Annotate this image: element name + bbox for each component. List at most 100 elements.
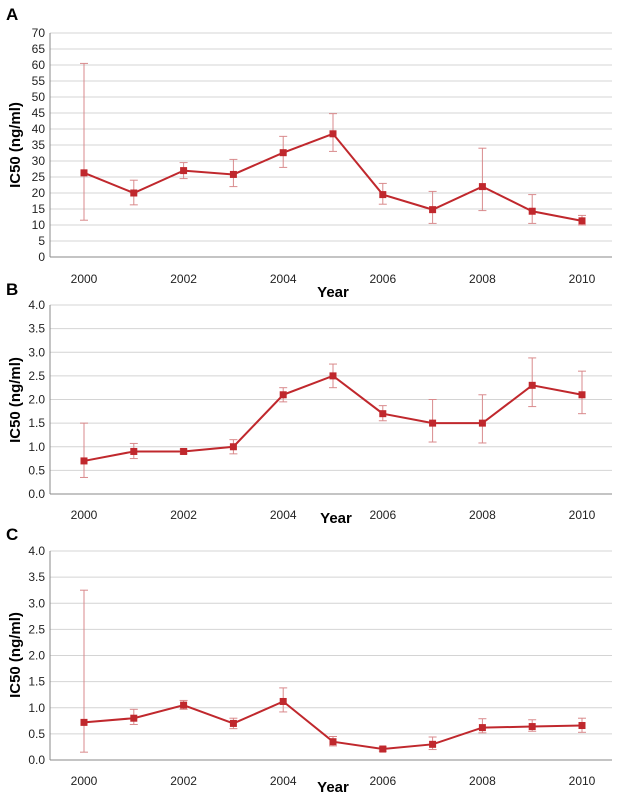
y-tick-label: 1.5 (28, 675, 45, 689)
data-point (329, 738, 337, 746)
data-point (578, 722, 586, 730)
panel-label: A (6, 5, 18, 24)
y-tick-label: 50 (32, 90, 46, 104)
x-tick-label: 2008 (469, 508, 496, 522)
data-point (80, 718, 88, 726)
y-tick-label: 1.0 (28, 701, 45, 715)
y-tick-label: 0.0 (28, 487, 45, 501)
x-tick-label: 2010 (569, 774, 596, 788)
y-tick-label: 2.5 (28, 369, 45, 383)
data-point (329, 372, 337, 380)
y-tick-label: 20 (32, 186, 46, 200)
y-tick-label: 1.0 (28, 440, 45, 454)
data-point (80, 457, 88, 465)
panel-a: 0 5 10 15 20 25 30 35 40 45 50 55 60 65 70 2000 2002 2004… (6, 5, 612, 301)
y-tick-label: 4.0 (28, 544, 45, 558)
y-tick-label: 3.5 (28, 570, 45, 584)
panel-label: C (6, 525, 18, 544)
y-tick-label: 3.0 (28, 345, 45, 359)
data-point (180, 701, 188, 709)
x-tick-label: 2002 (170, 272, 197, 286)
panel-c: 0.0 0.5 1.0 1.5 2.0 2.5 3.0 3.5 4.0 2000 2002 2004 2… (6, 525, 612, 796)
error-bar (80, 62, 88, 221)
y-tick-label: 40 (32, 122, 46, 136)
y-axis-title: IC50 (ng/ml) (7, 102, 24, 188)
data-point (130, 447, 138, 455)
x-axis-title: Year (317, 779, 349, 796)
y-tick-label: 2.0 (28, 649, 45, 663)
data-point (229, 443, 237, 451)
panel-b: 0.0 0.5 1.0 1.5 2.0 2.5 3.0 3.5 4.0 2000 2002 2004 2… (6, 280, 612, 527)
data-point (229, 170, 237, 178)
error-bar (80, 589, 88, 753)
y-tick-label: 3.0 (28, 596, 45, 610)
x-tick-label: 2008 (469, 774, 496, 788)
series-line (83, 374, 583, 462)
y-tick-label: 0 (38, 250, 45, 264)
data-point (130, 714, 138, 722)
panel-label: B (6, 280, 18, 299)
x-tick-label: 2004 (270, 508, 297, 522)
data-point (80, 169, 88, 177)
x-tick-label: 2002 (170, 774, 197, 788)
y-tick-label: 2.0 (28, 393, 45, 407)
data-point (229, 719, 237, 727)
y-tick-label: 60 (32, 58, 46, 72)
x-tick-label: 2006 (369, 508, 396, 522)
data-point (528, 381, 536, 389)
data-point (578, 391, 586, 399)
data-point (180, 447, 188, 455)
y-tick-label: 0.0 (28, 753, 45, 767)
y-tick-label: 15 (32, 202, 46, 216)
data-point (279, 697, 287, 705)
y-tick-label: 3.5 (28, 322, 45, 336)
y-tick-label: 4.0 (28, 298, 45, 312)
y-tick-label: 0.5 (28, 727, 45, 741)
data-point (329, 130, 337, 138)
x-tick-label: 2006 (369, 272, 396, 286)
data-point (180, 167, 188, 175)
x-tick-label: 2008 (469, 272, 496, 286)
y-tick-label: 70 (32, 26, 46, 40)
x-tick-label: 2000 (71, 774, 98, 788)
y-tick-label: 30 (32, 154, 46, 168)
y-axis-title: IC50 (ng/ml) (7, 612, 24, 698)
data-point (578, 217, 586, 225)
y-tick-label: 2.5 (28, 622, 45, 636)
x-axis-title: Year (320, 510, 352, 527)
y-tick-label: 25 (32, 170, 46, 184)
y-tick-label: 45 (32, 106, 46, 120)
y-tick-label: 55 (32, 74, 46, 88)
x-tick-label: 2004 (270, 774, 297, 788)
y-tick-label: 10 (32, 218, 46, 232)
y-tick-label: 65 (32, 42, 46, 56)
data-point (130, 189, 138, 197)
y-tick-label: 35 (32, 138, 46, 152)
y-tick-label: 1.5 (28, 416, 45, 430)
y-tick-label: 0.5 (28, 463, 45, 477)
data-point (429, 206, 437, 214)
data-point (528, 723, 536, 731)
data-point (528, 207, 536, 215)
x-tick-label: 2010 (569, 272, 596, 286)
data-point (478, 183, 486, 191)
y-tick-label: 5 (38, 234, 45, 248)
data-point (279, 149, 287, 157)
data-point (279, 391, 287, 399)
x-tick-label: 2000 (71, 272, 98, 286)
error-bar (478, 147, 487, 212)
data-point (379, 745, 387, 753)
data-point (379, 410, 387, 418)
y-axis-title: IC50 (ng/ml) (7, 357, 24, 443)
x-tick-label: 2006 (369, 774, 396, 788)
data-point (379, 191, 387, 199)
error-bar (80, 422, 88, 478)
data-point (429, 419, 437, 427)
data-point (478, 419, 486, 427)
x-tick-label: 2010 (569, 508, 596, 522)
x-tick-label: 2002 (170, 508, 197, 522)
x-tick-label: 2000 (71, 508, 98, 522)
data-point (478, 724, 486, 732)
